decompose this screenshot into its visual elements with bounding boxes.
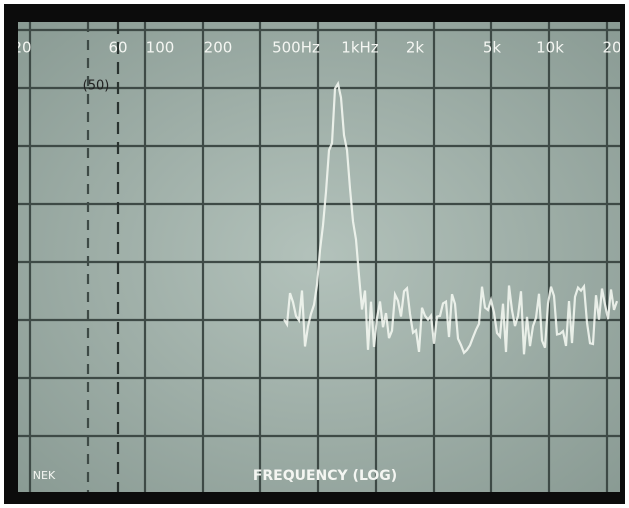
scale-label: 2k: [406, 39, 425, 57]
scale-label: 10k: [536, 39, 564, 57]
scale-label: 20: [602, 39, 621, 57]
scale-label: 60: [108, 39, 127, 57]
axis-caption: FREQUENCY (LOG): [253, 468, 397, 484]
scale-label: 1kHz: [341, 39, 379, 57]
spectrum-trace: [283, 80, 619, 355]
scale-label: 200: [204, 39, 233, 57]
scale-label: 5k: [483, 39, 502, 57]
scale-label: 20: [12, 39, 31, 57]
corner-label: NEK: [33, 469, 56, 482]
graticule: [18, 22, 620, 492]
scale-label: 100: [146, 39, 175, 57]
marker-label: (50): [83, 79, 110, 94]
scale-label: 500Hz: [272, 39, 320, 57]
